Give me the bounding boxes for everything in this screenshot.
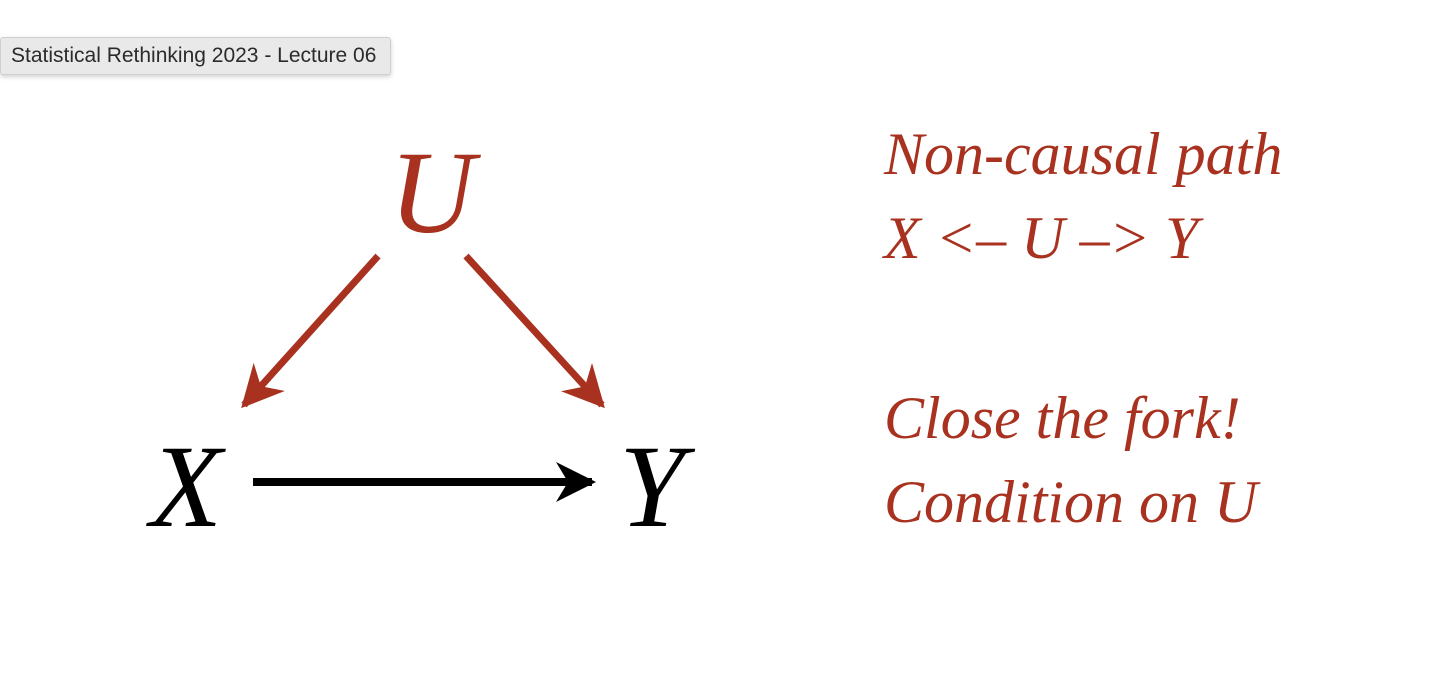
non-causal-path-note: Non-causal path X <– U –> Y [884, 112, 1282, 280]
note-condition: Condition on U [884, 469, 1258, 535]
video-title-tooltip: Statistical Rethinking 2023 - Lecture 06 [0, 37, 392, 75]
node-y: Y [619, 421, 696, 552]
note-heading: Non-causal path [884, 121, 1283, 187]
edge-u-to-x [241, 253, 381, 409]
note-instruction: Close the fork! [884, 385, 1241, 451]
close-fork-note: Close the fork! Condition on U [884, 376, 1257, 544]
node-x: X [146, 421, 226, 552]
node-u: U [389, 127, 481, 258]
dag-diagram: U X Y [146, 127, 696, 552]
edge-u-to-y [463, 253, 605, 409]
note-path: X <– U –> Y [884, 205, 1199, 271]
